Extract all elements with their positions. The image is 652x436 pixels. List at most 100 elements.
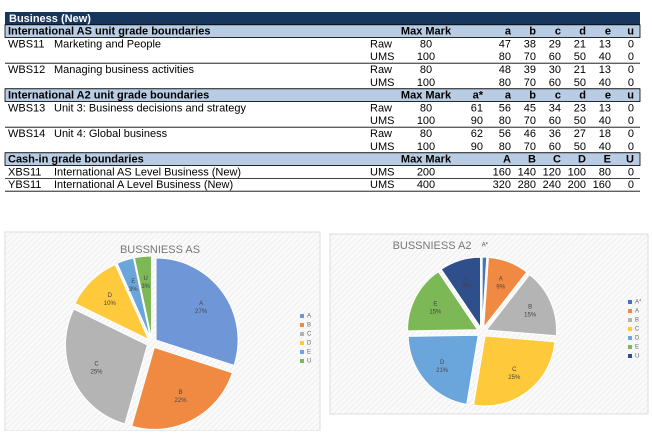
grade-boundary: 34 (549, 102, 561, 114)
grade-boundary: 120 (543, 166, 561, 178)
pie-slice (155, 257, 239, 367)
section-heading: Cash-in grade boundaries (8, 154, 144, 166)
grade-table: Business (New)International AS unit grad… (4, 12, 641, 192)
grade-boundary: 38 (524, 38, 536, 50)
grade-boundary: 80 (499, 51, 511, 63)
slice-category: A* (482, 243, 489, 249)
unit-code: WBS14 (8, 128, 45, 140)
grade-boundary: 160 (493, 166, 511, 178)
grade-boundary: 36 (549, 128, 561, 140)
slice-category: C (512, 367, 517, 373)
pie-slice (440, 256, 482, 329)
grade-boundary: 0 (628, 77, 634, 89)
scale: UMS (370, 179, 394, 191)
scale: UMS (370, 166, 394, 178)
grade-boundary: 0 (628, 179, 634, 191)
slice-category: D (440, 360, 445, 366)
scale: UMS (370, 141, 394, 153)
legend-swatch (628, 309, 632, 313)
pie-slice (74, 263, 150, 341)
column-header: U (626, 154, 634, 166)
grade-boundary: 18 (599, 128, 611, 140)
legend-swatch (300, 314, 304, 318)
pie-slice (116, 257, 151, 339)
unit-title: Marketing and People (54, 38, 161, 50)
column-header: a* (473, 90, 484, 102)
grade-boundary: 50 (574, 115, 586, 127)
pie-slice (483, 256, 528, 329)
grade-boundary: 50 (574, 77, 586, 89)
scale: UMS (370, 51, 394, 63)
max-mark: 80 (420, 38, 432, 50)
grade-boundary: 13 (599, 102, 611, 114)
legend-label: A (635, 309, 639, 315)
grade-boundary: 50 (574, 141, 586, 153)
unit-code: WBS13 (8, 102, 45, 114)
legend-label: B (635, 318, 639, 324)
grade-boundary: 160 (593, 179, 611, 191)
column-header: Max Mark (401, 154, 452, 166)
grade-boundary: 47 (499, 38, 511, 50)
column-header: c (555, 26, 561, 38)
scale: Raw (370, 38, 392, 50)
legend-swatch (300, 332, 304, 336)
grade-boundary: 40 (599, 115, 611, 127)
scale: Raw (370, 64, 392, 76)
grade-boundary: 40 (599, 77, 611, 89)
chart-title: BUSSNIESS A2 (393, 240, 472, 252)
grade-boundary: 80 (499, 115, 511, 127)
legend-label: A (307, 314, 311, 320)
max-mark: 100 (417, 77, 435, 89)
column-header: b (529, 90, 536, 102)
slice-label: 3% (129, 287, 138, 293)
max-mark: 100 (417, 51, 435, 63)
unit-title: Unit 3: Business decisions and strategy (54, 102, 246, 114)
grade-boundary: 0 (628, 51, 634, 63)
unit-title: Managing business activities (54, 64, 195, 76)
pie-slice (133, 255, 152, 339)
column-header: u (627, 26, 634, 38)
column-header: e (605, 90, 611, 102)
grade-boundary: 23 (574, 102, 586, 114)
slice-label: 25% (508, 375, 521, 381)
grade-boundary: 29 (549, 38, 561, 50)
legend-swatch (628, 345, 632, 349)
legend-label: E (307, 350, 311, 356)
column-header: Max Mark (401, 90, 452, 102)
slice-category: E (131, 279, 135, 285)
grade-boundary: 61 (471, 102, 483, 114)
table-title: Business (New) (9, 13, 91, 25)
slice-category: A (499, 276, 503, 282)
column-header: b (529, 26, 536, 38)
legend-swatch (628, 318, 632, 322)
grade-boundary: 100 (568, 166, 586, 178)
grade-boundary: 80 (499, 141, 511, 153)
slice-category: B (179, 390, 183, 396)
column-header: c (555, 90, 561, 102)
section-header (4, 88, 641, 103)
legend-swatch (300, 359, 304, 363)
legend-swatch (300, 341, 304, 345)
max-mark: 200 (417, 166, 435, 178)
column-header: a (505, 26, 512, 38)
unit-code: WBS12 (8, 64, 45, 76)
grade-boundary: 0 (628, 115, 634, 127)
grade-boundary: 70 (524, 77, 536, 89)
grade-boundary: 45 (524, 102, 536, 114)
slice-category: C (94, 361, 99, 367)
section-heading: International AS unit grade boundaries (8, 26, 211, 38)
unit-code: XBS11 (8, 166, 41, 178)
max-mark: 100 (417, 141, 435, 153)
column-header: Max Mark (401, 26, 452, 38)
grade-boundary: 30 (549, 64, 561, 76)
scale: UMS (370, 115, 394, 127)
max-mark: 80 (420, 64, 432, 76)
grade-boundary: 40 (599, 51, 611, 63)
legend-label: U (635, 354, 639, 360)
grade-boundary: 0 (628, 141, 634, 153)
section-header (4, 152, 641, 167)
legend-swatch (628, 300, 632, 304)
slice-label: 10% (104, 301, 117, 307)
legend-label: C (635, 327, 640, 333)
max-mark: 80 (420, 102, 432, 114)
